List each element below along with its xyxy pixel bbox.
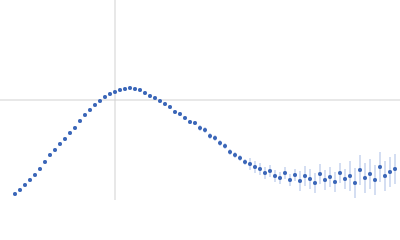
data-point	[133, 87, 137, 91]
data-point	[148, 94, 152, 98]
data-point	[108, 92, 112, 96]
data-point	[183, 116, 187, 120]
chart	[0, 0, 400, 200]
data-point	[123, 87, 127, 91]
data-point	[293, 173, 297, 177]
data-point	[138, 88, 142, 92]
data-point	[313, 181, 317, 185]
data-point	[13, 192, 17, 196]
data-point	[33, 173, 37, 177]
page: (() => { const data = JSON.parse(documen…	[0, 0, 400, 200]
data-point	[188, 120, 192, 124]
data-point	[263, 171, 267, 175]
data-point	[168, 105, 172, 109]
data-point	[218, 141, 222, 145]
data-point	[158, 99, 162, 103]
data-point	[333, 180, 337, 184]
data-point	[58, 142, 62, 146]
data-point	[93, 103, 97, 107]
data-point	[68, 131, 72, 135]
data-point	[198, 126, 202, 130]
data-point	[273, 174, 277, 178]
data-point	[238, 156, 242, 160]
data-point	[63, 137, 67, 141]
data-point	[308, 177, 312, 181]
data-point	[378, 165, 382, 169]
data-point	[298, 179, 302, 183]
data-point	[163, 102, 167, 106]
data-point	[118, 88, 122, 92]
data-point	[193, 121, 197, 125]
data-point	[178, 112, 182, 116]
data-point	[258, 167, 262, 171]
data-point	[208, 134, 212, 138]
data-point	[43, 160, 47, 164]
data-point	[38, 167, 42, 171]
data-point	[143, 91, 147, 95]
data-point	[328, 175, 332, 179]
data-point	[203, 128, 207, 132]
data-point	[228, 150, 232, 154]
data-point	[348, 174, 352, 178]
data-point	[83, 113, 87, 117]
data-point	[388, 170, 392, 174]
data-point	[88, 108, 92, 112]
data-point	[353, 181, 357, 185]
data-point	[153, 96, 157, 100]
data-point	[53, 148, 57, 152]
data-point	[78, 119, 82, 123]
data-point	[223, 144, 227, 148]
data-point	[288, 178, 292, 182]
data-point	[303, 174, 307, 178]
data-point	[278, 176, 282, 180]
data-point	[173, 110, 177, 114]
data-point	[128, 86, 132, 90]
data-point	[28, 178, 32, 182]
data-point	[213, 136, 217, 140]
data-point	[343, 177, 347, 181]
data-point	[368, 172, 372, 176]
data-point	[283, 171, 287, 175]
data-point	[318, 172, 322, 176]
data-point	[18, 188, 22, 192]
data-point	[113, 90, 117, 94]
data-point	[323, 178, 327, 182]
data-point	[373, 178, 377, 182]
data-point	[48, 153, 52, 157]
data-point	[103, 95, 107, 99]
data-point	[393, 167, 397, 171]
data-point	[73, 126, 77, 130]
data-point	[268, 169, 272, 173]
data-point	[338, 171, 342, 175]
data-point	[243, 160, 247, 164]
data-point	[23, 183, 27, 187]
data-point	[363, 176, 367, 180]
data-point	[233, 153, 237, 157]
data-point	[358, 168, 362, 172]
data-point	[248, 162, 252, 166]
data-point	[98, 99, 102, 103]
data-point	[253, 165, 257, 169]
data-point	[383, 174, 387, 178]
